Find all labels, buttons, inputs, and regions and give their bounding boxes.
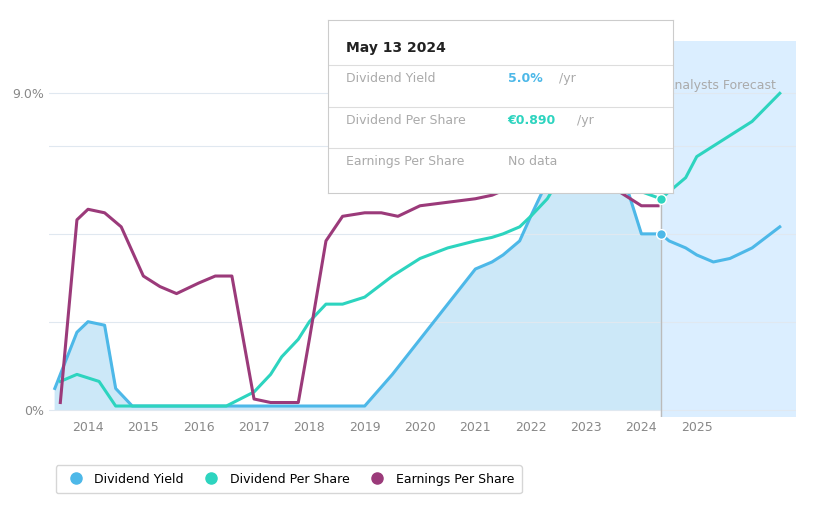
Text: Analysts Forecast: Analysts Forecast	[667, 79, 776, 92]
Text: May 13 2024: May 13 2024	[346, 41, 446, 55]
Legend: Dividend Yield, Dividend Per Share, Earnings Per Share: Dividend Yield, Dividend Per Share, Earn…	[56, 465, 522, 493]
Text: Earnings Per Share: Earnings Per Share	[346, 155, 464, 168]
Text: €0.890: €0.890	[507, 114, 556, 126]
Bar	[661, 41, 796, 417]
Text: Dividend Yield: Dividend Yield	[346, 72, 435, 85]
Text: No data: No data	[507, 155, 557, 168]
Text: Past: Past	[632, 79, 658, 92]
Text: Dividend Per Share: Dividend Per Share	[346, 114, 466, 126]
Text: 5.0%: 5.0%	[507, 72, 543, 85]
Text: /yr: /yr	[576, 114, 594, 126]
Text: /yr: /yr	[559, 72, 576, 85]
